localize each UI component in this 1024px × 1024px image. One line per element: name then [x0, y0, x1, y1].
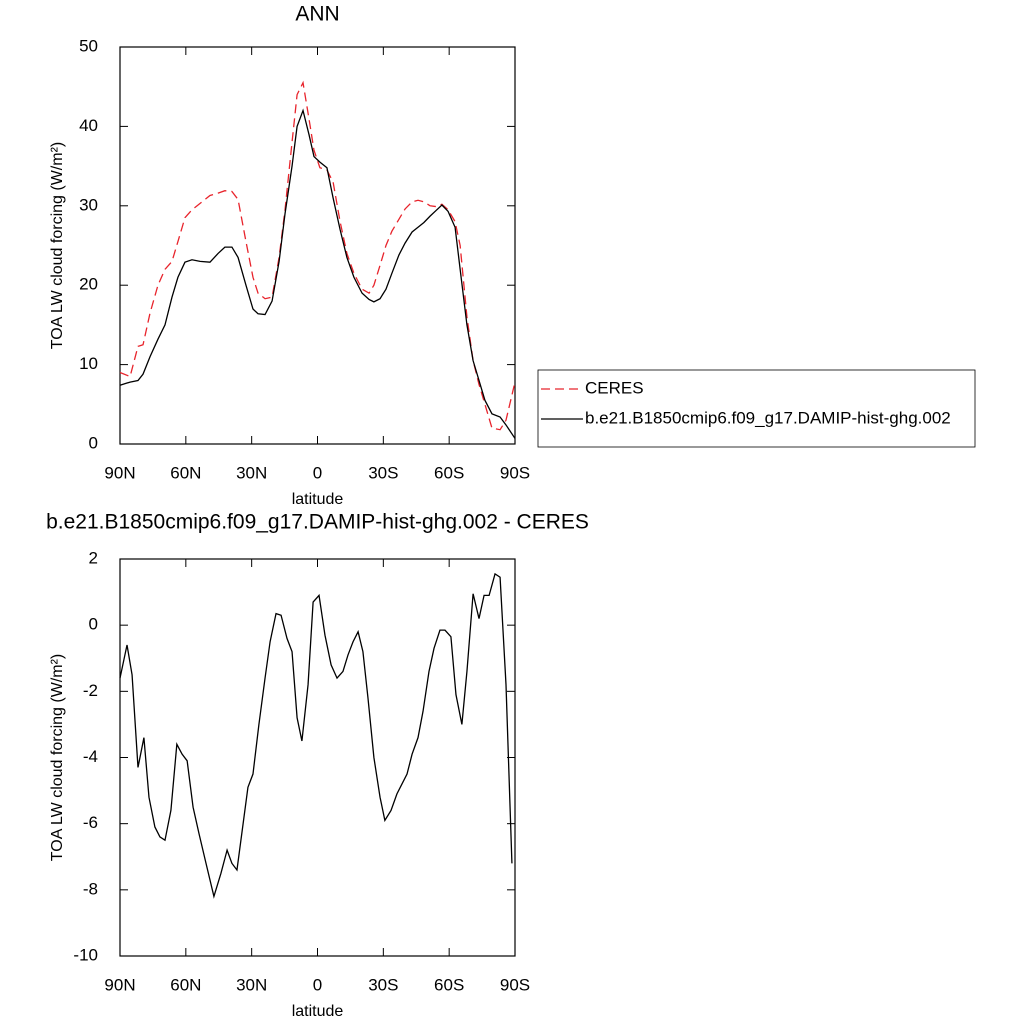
y-tick-label: -2 [83, 681, 98, 700]
x-tick-label: 90N [104, 975, 135, 994]
y-tick-label: 0 [89, 615, 98, 634]
plot-frame [119, 558, 516, 957]
x-tick-label: 30S [368, 975, 398, 994]
x-tick-label: 90S [500, 463, 530, 482]
x-tick-label: 60N [170, 463, 201, 482]
x-tick-label: 30N [236, 975, 267, 994]
y-tick-label: -6 [83, 813, 98, 832]
y-tick-label: -8 [83, 879, 98, 898]
x-axis-label: latitude [292, 1003, 344, 1020]
x-tick-label: 60N [170, 975, 201, 994]
y-axis-label: TOA LW cloud forcing (W/m²) [49, 142, 66, 349]
chart-title: b.e21.B1850cmip6.f09_g17.DAMIP-hist-ghg.… [46, 511, 589, 534]
x-tick-label: 0 [313, 975, 322, 994]
plot-frame [119, 46, 516, 445]
x-tick-label: 0 [313, 463, 322, 482]
y-tick-label: 10 [79, 354, 98, 373]
y-tick-label: 0 [89, 433, 98, 452]
chart-title: ANN [295, 3, 339, 26]
data-line [119, 572, 513, 899]
data-line [119, 80, 516, 431]
legend-label: CERES [585, 378, 644, 397]
x-tick-label: 60S [434, 463, 464, 482]
legend-box [537, 369, 976, 448]
y-tick-label: 30 [79, 195, 98, 214]
y-tick-label: 20 [79, 275, 98, 294]
y-tick-label: 40 [79, 116, 98, 135]
x-axis-label: latitude [292, 491, 344, 508]
y-tick-label: 50 [79, 36, 98, 55]
x-tick-label: 60S [434, 975, 464, 994]
legend-label: b.e21.B1850cmip6.f09_g17.DAMIP-hist-ghg.… [585, 408, 951, 427]
y-tick-label: -10 [73, 945, 98, 964]
x-tick-label: 90S [500, 975, 530, 994]
x-tick-label: 30S [368, 463, 398, 482]
y-tick-label: -4 [83, 747, 98, 766]
y-axis-label: TOA LW cloud forcing (W/m²) [49, 654, 66, 861]
x-tick-label: 90N [104, 463, 135, 482]
x-tick-label: 30N [236, 463, 267, 482]
data-line [119, 108, 516, 439]
y-tick-label: 2 [89, 548, 98, 567]
